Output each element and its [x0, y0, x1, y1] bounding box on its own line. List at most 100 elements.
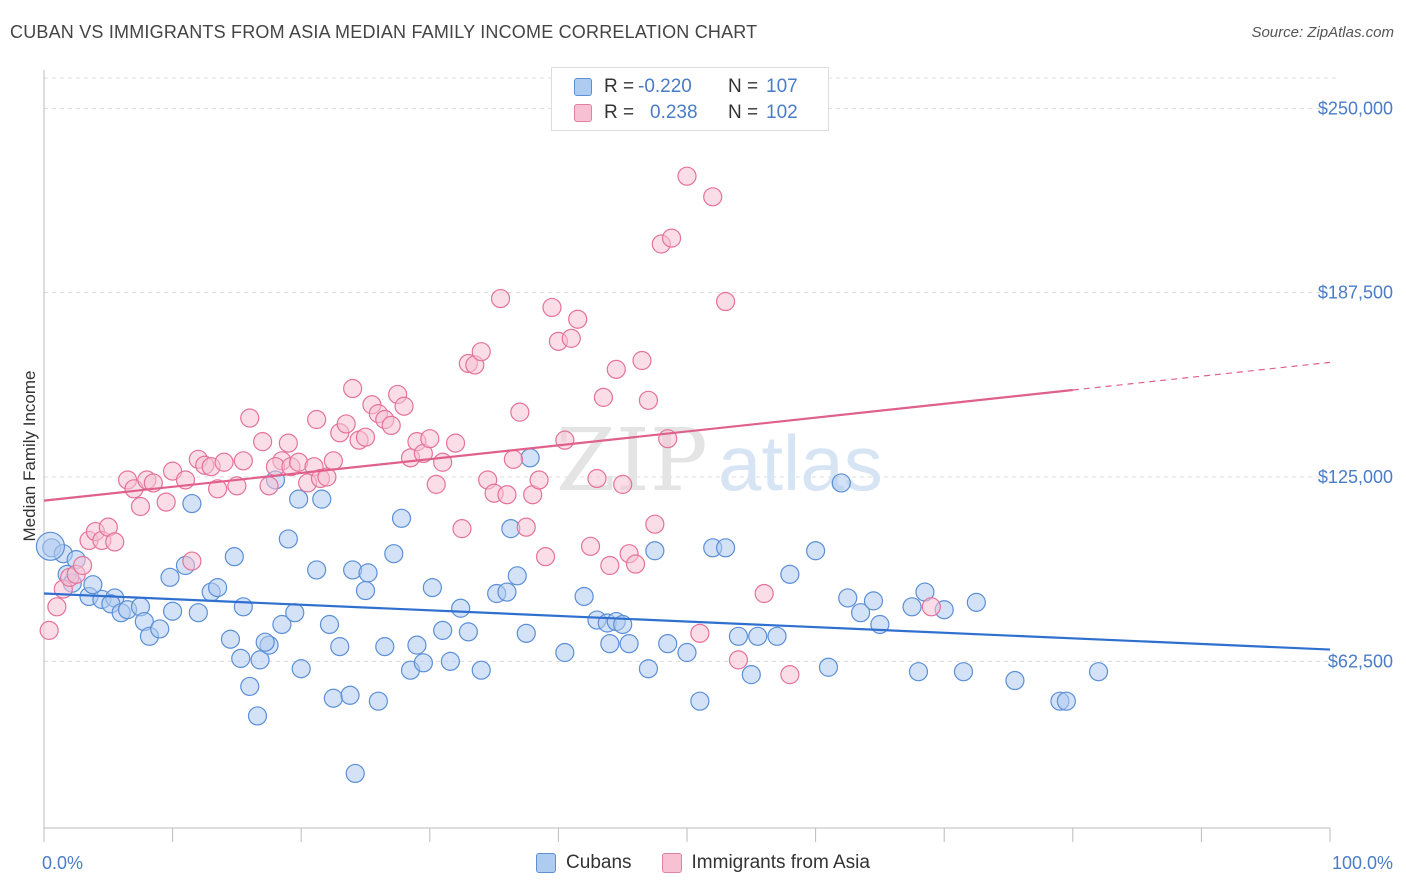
- data-point: [574, 586, 594, 607]
- data-point: [863, 591, 884, 611]
- data-point: [307, 409, 327, 430]
- data-point: [632, 350, 652, 371]
- data-point: [440, 651, 460, 671]
- data-point: [754, 583, 774, 604]
- legend-label-asia: Immigrants from Asia: [691, 852, 870, 873]
- x-tick-label: 0.0%: [42, 853, 83, 873]
- data-point: [130, 496, 151, 517]
- data-point: [780, 665, 800, 685]
- data-point: [426, 474, 446, 494]
- data-point: [715, 538, 736, 558]
- data-point: [323, 451, 343, 471]
- data-point: [240, 408, 260, 428]
- data-point: [818, 657, 839, 677]
- legend-label-cubans: Cubans: [566, 852, 632, 873]
- data-point: [690, 623, 710, 643]
- data-point: [250, 650, 270, 670]
- data-point: [345, 763, 365, 784]
- data-point: [224, 547, 244, 567]
- data-point: [580, 536, 601, 556]
- legend-swatch-asia: [574, 104, 592, 122]
- data-point: [658, 634, 678, 654]
- x-tick-labels: 0.0% 100.0%: [42, 853, 1393, 873]
- data-point: [542, 297, 562, 318]
- y-tick-label: $125,000: [1318, 467, 1393, 487]
- data-point: [966, 592, 986, 612]
- data-point: [233, 597, 253, 617]
- y-tick-label: $187,500: [1318, 283, 1393, 303]
- data-point: [312, 489, 332, 509]
- data-point: [520, 448, 540, 468]
- data-point: [156, 492, 176, 512]
- data-point: [838, 588, 858, 608]
- data-point: [600, 634, 620, 654]
- data-point: [805, 541, 826, 561]
- data-point: [47, 597, 67, 617]
- legend-n-value: 107: [766, 76, 798, 97]
- data-point: [182, 551, 202, 571]
- series-legend: Cubans Immigrants from Asia: [0, 852, 1406, 874]
- watermark: ZIP atlas: [556, 411, 883, 511]
- data-point: [240, 676, 260, 697]
- data-point: [767, 626, 787, 646]
- data-point: [780, 564, 800, 584]
- data-point: [921, 597, 941, 617]
- data-point: [851, 603, 871, 623]
- data-point: [255, 632, 275, 652]
- data-point: [330, 637, 350, 657]
- data-point: [613, 474, 633, 494]
- data-point: [247, 706, 268, 726]
- y-tick-labels: $62,500 $125,000 $187,500 $250,000: [1318, 98, 1393, 671]
- data-point: [661, 228, 682, 248]
- data-point: [420, 429, 440, 449]
- data-point: [503, 449, 523, 469]
- data-point: [451, 598, 471, 618]
- data-point: [715, 291, 736, 312]
- data-point: [343, 378, 363, 399]
- data-point: [568, 309, 588, 329]
- data-point: [529, 470, 549, 490]
- data-point: [728, 626, 749, 646]
- data-point: [690, 691, 710, 711]
- data-point: [381, 415, 401, 436]
- data-point: [561, 328, 581, 348]
- data-point: [490, 288, 511, 309]
- legend-n-label: N =: [728, 76, 759, 97]
- data-point: [285, 603, 305, 623]
- trend-lines: [43, 361, 1331, 651]
- data-point: [748, 626, 768, 646]
- data-point: [452, 519, 472, 539]
- data-point: [507, 566, 527, 586]
- y-axis-label: Median Family Income: [20, 370, 39, 541]
- data-point: [105, 532, 125, 552]
- data-point: [291, 659, 311, 679]
- legend-swatch-cubans: [574, 78, 592, 96]
- data-point: [355, 580, 376, 601]
- data-point: [39, 620, 59, 640]
- data-point: [253, 432, 273, 452]
- data-point: [375, 637, 395, 657]
- data-point: [908, 662, 929, 682]
- legend-item-cubans: Cubans: [536, 852, 632, 874]
- data-point: [516, 517, 536, 537]
- legend-r-value: 0.238: [650, 102, 698, 123]
- trend-line-cubans: [43, 592, 1331, 651]
- data-point: [233, 451, 253, 471]
- data-point: [902, 597, 922, 617]
- data-point: [458, 622, 478, 642]
- data-point: [368, 691, 388, 711]
- data-point: [638, 390, 659, 410]
- data-point: [208, 479, 228, 499]
- legend-swatch-cubans: [536, 853, 557, 873]
- legend-swatch-asia: [661, 853, 682, 873]
- data-point: [471, 342, 491, 362]
- data-point: [1005, 670, 1025, 691]
- data-point: [391, 508, 412, 528]
- data-point: [606, 359, 626, 379]
- y-tick-label: $62,500: [1328, 651, 1393, 671]
- source-credit: Source: ZipAtlas.com: [1251, 24, 1394, 41]
- legend-r-label: R =: [604, 102, 635, 123]
- data-point: [278, 529, 298, 549]
- data-point: [323, 688, 343, 708]
